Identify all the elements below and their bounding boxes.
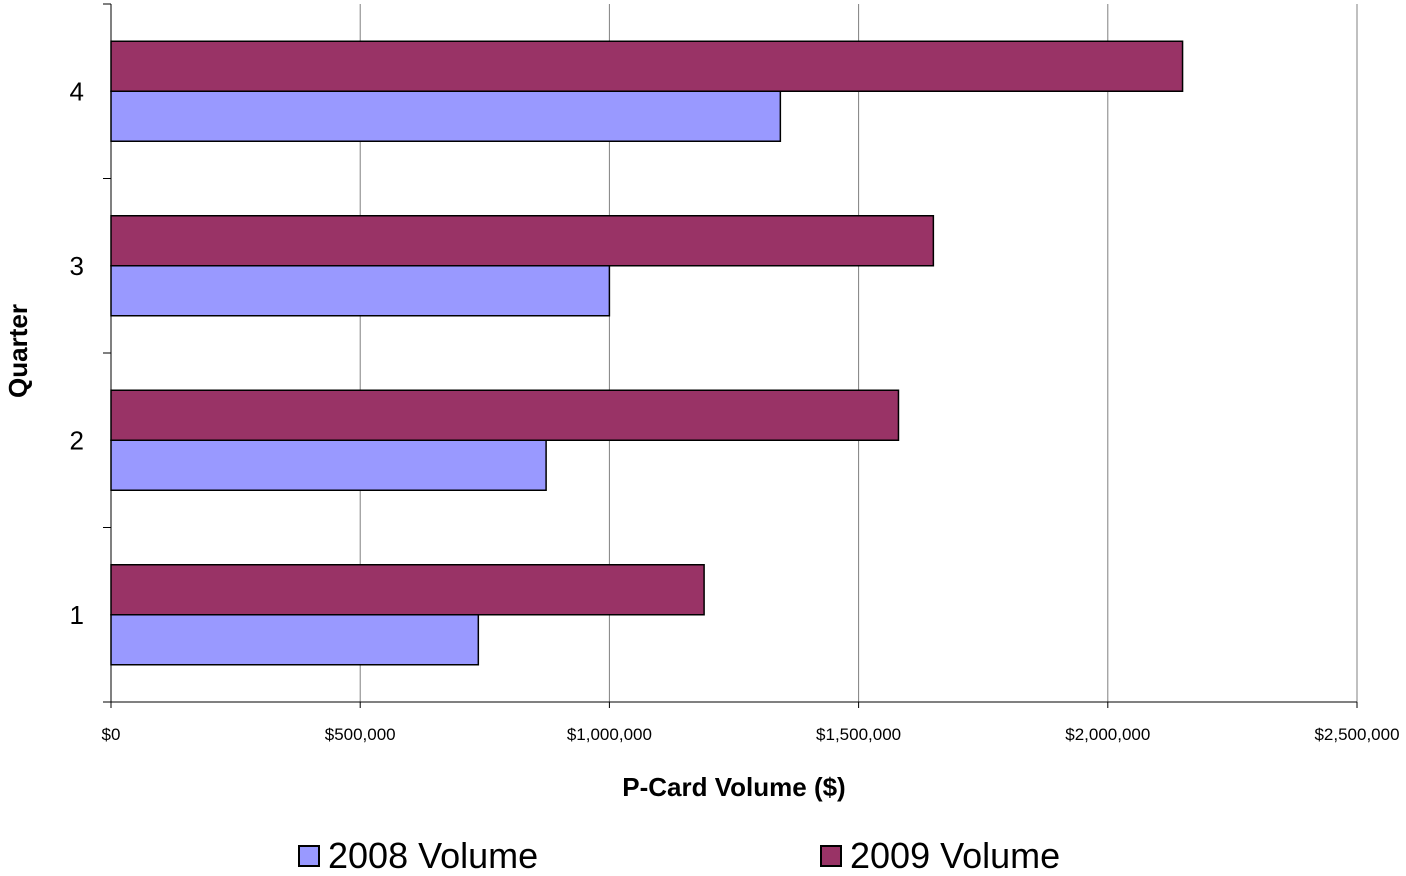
legend-label-2008: 2008 Volume xyxy=(328,835,539,876)
y-tick-label: 2 xyxy=(70,425,84,455)
bar-2008-q4 xyxy=(110,90,782,142)
y-tick-label: 1 xyxy=(70,600,84,630)
y-axis-title: Quarter xyxy=(3,304,33,398)
legend-swatch-2008 xyxy=(298,845,320,867)
legend-swatch-2009 xyxy=(820,845,842,867)
x-tick-label: $2,000,000 xyxy=(1065,725,1150,744)
bar-2008-q2 xyxy=(110,439,547,491)
bar-2009-q1 xyxy=(110,564,705,616)
legend-item-2009: 2009 Volume xyxy=(820,836,1060,876)
x-tick-label: $1,000,000 xyxy=(567,725,652,744)
x-axis-title: P-Card Volume ($) xyxy=(622,772,845,802)
tick-labels: $0 $500,000 $1,000,000 $1,500,000 $2,000,000… xyxy=(70,76,1400,744)
x-tick-label: $2,500,000 xyxy=(1314,725,1399,744)
bar-2009-q4 xyxy=(110,40,1184,92)
bar-2009-q2 xyxy=(110,389,900,441)
bars xyxy=(110,40,1184,666)
bar-2008-q3 xyxy=(110,265,611,317)
x-tick-label: $0 xyxy=(102,725,121,744)
legend-label-2009: 2009 Volume xyxy=(850,835,1061,876)
legend-item-2008: 2008 Volume xyxy=(298,836,538,876)
bar-2009-q3 xyxy=(110,215,935,267)
bar-2008-q1 xyxy=(110,614,480,666)
y-tick-label: 4 xyxy=(70,76,84,106)
x-tick-label: $500,000 xyxy=(325,725,396,744)
y-tick-label: 3 xyxy=(70,251,84,281)
x-tick-label: $1,500,000 xyxy=(816,725,901,744)
axes xyxy=(103,3,1358,708)
